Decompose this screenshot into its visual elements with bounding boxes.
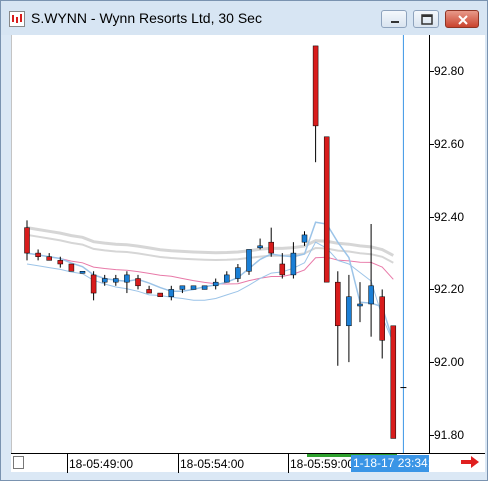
minimize-button[interactable] bbox=[381, 10, 407, 28]
candle-down bbox=[279, 263, 286, 276]
time-separator bbox=[67, 454, 68, 473]
cursor-time-label: 1-18-17 23:34:00 bbox=[351, 455, 447, 472]
candle-up bbox=[368, 285, 374, 305]
candle-down bbox=[90, 274, 97, 294]
moving-average-medium bbox=[26, 252, 394, 285]
candle-up bbox=[235, 267, 241, 279]
moving-average-short bbox=[26, 221, 395, 343]
candle-up bbox=[346, 296, 352, 327]
candle-up bbox=[124, 274, 130, 283]
candle-up bbox=[257, 245, 263, 249]
candle-up bbox=[168, 289, 175, 297]
time-separator bbox=[178, 454, 179, 473]
price-tick bbox=[430, 144, 434, 146]
price-label: 92.60 bbox=[434, 137, 465, 152]
close-icon bbox=[458, 15, 468, 25]
price-label: 92.20 bbox=[434, 282, 465, 297]
price-tick bbox=[430, 434, 434, 436]
time-separator bbox=[288, 454, 289, 473]
candle-up bbox=[113, 278, 119, 283]
candle-down bbox=[46, 256, 52, 261]
price-tick bbox=[430, 71, 434, 73]
candlestick-plot bbox=[24, 35, 407, 453]
candle-up bbox=[179, 285, 186, 290]
candle-down bbox=[146, 289, 152, 294]
candle-down bbox=[68, 263, 75, 272]
candle-down bbox=[312, 45, 319, 127]
candle-down bbox=[135, 278, 141, 287]
candle-up bbox=[190, 285, 197, 290]
candle-down bbox=[35, 252, 41, 257]
candle-down bbox=[323, 136, 330, 283]
window-title: S.WYNN - Wynn Resorts Ltd, 30 Sec bbox=[31, 10, 262, 26]
price-tick bbox=[430, 362, 434, 364]
close-button[interactable] bbox=[445, 10, 479, 28]
candle-down bbox=[268, 241, 274, 254]
candle-down bbox=[335, 281, 341, 327]
price-chart[interactable] bbox=[11, 35, 429, 453]
price-label: 92.00 bbox=[434, 355, 465, 370]
candle-down bbox=[157, 292, 163, 297]
chart-app-icon[interactable] bbox=[9, 11, 25, 27]
price-label: 92.80 bbox=[434, 64, 465, 79]
candle-up bbox=[357, 303, 363, 307]
time-label: 18-05:59:00 bbox=[290, 457, 355, 471]
moving-average-long-band bbox=[26, 233, 394, 264]
candle-up bbox=[290, 252, 297, 276]
candle-up bbox=[201, 285, 208, 290]
time-label: 18-05:54:00 bbox=[180, 457, 245, 471]
scroll-right-icon bbox=[461, 456, 479, 468]
time-label: 18-05:49:00 bbox=[69, 457, 134, 471]
scroll-handle[interactable] bbox=[13, 456, 24, 469]
moving-average-short-lower bbox=[26, 241, 394, 343]
candle-up bbox=[101, 278, 108, 283]
title-bar[interactable]: S.WYNN - Wynn Resorts Ltd, 30 Sec bbox=[1, 1, 487, 35]
candle-down bbox=[390, 325, 397, 439]
candle-up bbox=[79, 271, 86, 274]
time-axis[interactable]: 18-05:49:00 18-05:54:00 18-05:59:00 1-18… bbox=[11, 453, 447, 473]
maximize-button[interactable] bbox=[413, 10, 439, 28]
candle-down bbox=[379, 296, 385, 341]
candle-up bbox=[246, 249, 252, 272]
price-tick bbox=[430, 289, 434, 291]
minimize-icon bbox=[391, 21, 399, 23]
candle-down bbox=[57, 260, 64, 265]
candle-up bbox=[212, 281, 219, 287]
candle-up bbox=[301, 234, 308, 243]
price-label: 91.80 bbox=[434, 427, 465, 442]
candle-down bbox=[24, 227, 30, 254]
price-axis[interactable]: 92.80 92.60 92.40 92.20 92.00 91.80 bbox=[429, 35, 485, 453]
candle-up bbox=[224, 274, 230, 283]
scroll-right-button[interactable] bbox=[459, 455, 481, 469]
maximize-icon bbox=[421, 14, 433, 25]
price-label: 92.40 bbox=[434, 209, 465, 224]
moving-average-long bbox=[26, 226, 394, 257]
price-tick bbox=[430, 216, 434, 218]
